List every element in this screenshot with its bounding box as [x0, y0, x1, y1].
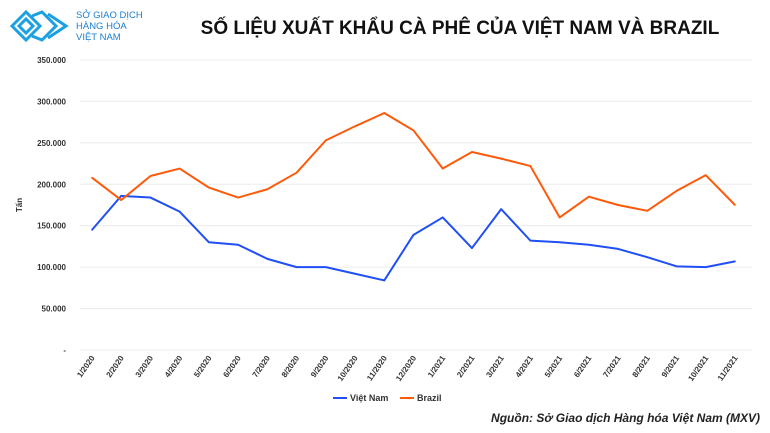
data-point — [412, 234, 415, 236]
y-tick-label: 350.000 — [37, 56, 66, 65]
x-tick-label: 7/2020 — [251, 354, 273, 380]
x-tick-label: 5/2020 — [192, 354, 214, 380]
x-tick-label: 2/2020 — [104, 354, 126, 380]
logo-line3: VIỆT NAM — [76, 31, 121, 43]
data-point — [120, 195, 123, 197]
data-point — [734, 260, 736, 263]
data-point — [325, 266, 327, 268]
logo: SỞ GIAO DỊCH HÀNG HÓA VIỆT NAM — [8, 8, 143, 44]
data-point — [617, 248, 619, 250]
data-point — [208, 186, 210, 189]
data-point — [354, 272, 356, 275]
data-point — [646, 256, 649, 259]
data-point — [588, 243, 590, 246]
logo-mark-icon — [9, 9, 69, 43]
source-note: Nguồn: Sở Giao dịch Hàng hóa Việt Nam (M… — [491, 411, 760, 425]
data-point — [237, 196, 239, 199]
y-tick-label: 100.000 — [37, 263, 66, 272]
legend-label: Brazil — [417, 393, 442, 403]
x-tick-label: 11/2021 — [716, 354, 740, 383]
x-tick-label: 12/2020 — [394, 354, 418, 383]
data-point — [704, 266, 707, 268]
data-point — [558, 216, 561, 219]
x-tick-label: 10/2021 — [686, 354, 710, 383]
x-tick-label: 11/2020 — [365, 354, 389, 383]
chart-title: SỐ LIỆU XUẤT KHẨU CÀ PHÊ CỦA VIỆT NAM VÀ… — [200, 18, 720, 39]
x-tick-label: 1/2020 — [75, 354, 97, 380]
data-point — [91, 176, 93, 179]
x-tick-label: 3/2021 — [484, 354, 506, 380]
data-point — [734, 204, 736, 206]
data-point — [471, 247, 473, 249]
y-tick-label: - — [63, 346, 66, 355]
y-tick-label: 150.000 — [37, 222, 66, 231]
data-point — [208, 241, 210, 244]
y-tick-label: 50.000 — [42, 305, 67, 314]
data-point — [383, 112, 386, 114]
y-axis-label: Tấn — [15, 198, 24, 212]
y-tick-label: 300.000 — [37, 97, 66, 106]
data-point — [588, 195, 590, 198]
data-point — [441, 167, 444, 170]
logo-line1: SỞ GIAO DỊCH — [76, 9, 143, 21]
x-tick-label: 8/2021 — [631, 354, 653, 380]
logo-line2: HÀNG HÓA — [76, 20, 127, 32]
legend-label: Việt Nam — [350, 393, 388, 403]
data-point — [149, 196, 152, 199]
data-point — [471, 151, 473, 153]
x-tick-label: 3/2020 — [134, 354, 156, 380]
x-tick-label: 4/2020 — [163, 354, 185, 380]
x-tick-label: 4/2021 — [514, 354, 536, 380]
data-point — [383, 279, 386, 282]
x-tick-label: 7/2021 — [601, 354, 623, 380]
series-line-brazil — [91, 112, 736, 219]
x-tick-label: 6/2020 — [221, 354, 243, 380]
data-point — [91, 229, 93, 231]
data-point — [295, 266, 298, 268]
x-tick-label: 8/2020 — [280, 354, 302, 380]
data-point — [120, 199, 123, 201]
y-tick-label: 200.000 — [37, 180, 66, 189]
data-point — [675, 190, 678, 192]
y-tick-label: 250.000 — [37, 139, 66, 148]
x-tick-label: 5/2021 — [543, 354, 565, 380]
data-point — [500, 157, 502, 160]
data-point — [617, 204, 619, 206]
data-point — [704, 174, 707, 176]
x-tick-label: 10/2020 — [336, 354, 360, 383]
data-point — [178, 210, 181, 213]
x-tick-label: 1/2021 — [426, 354, 448, 380]
data-point — [412, 129, 415, 132]
data-point — [266, 258, 269, 260]
x-tick-label: 9/2020 — [309, 354, 331, 380]
data-point — [325, 139, 327, 142]
data-point — [529, 239, 532, 242]
data-point — [354, 125, 356, 128]
data-point — [558, 241, 561, 244]
x-tick-label: 6/2021 — [572, 354, 594, 380]
x-tick-label: 9/2021 — [660, 354, 682, 380]
data-point — [441, 216, 444, 219]
data-point — [646, 210, 649, 212]
data-point — [149, 175, 152, 177]
data-point — [529, 165, 532, 167]
x-tick-label: 2/2021 — [455, 354, 477, 380]
data-point — [675, 265, 678, 268]
data-point — [266, 188, 269, 191]
data-point — [500, 208, 502, 210]
data-point — [178, 167, 181, 170]
data-point — [295, 171, 298, 174]
data-point — [237, 243, 239, 246]
